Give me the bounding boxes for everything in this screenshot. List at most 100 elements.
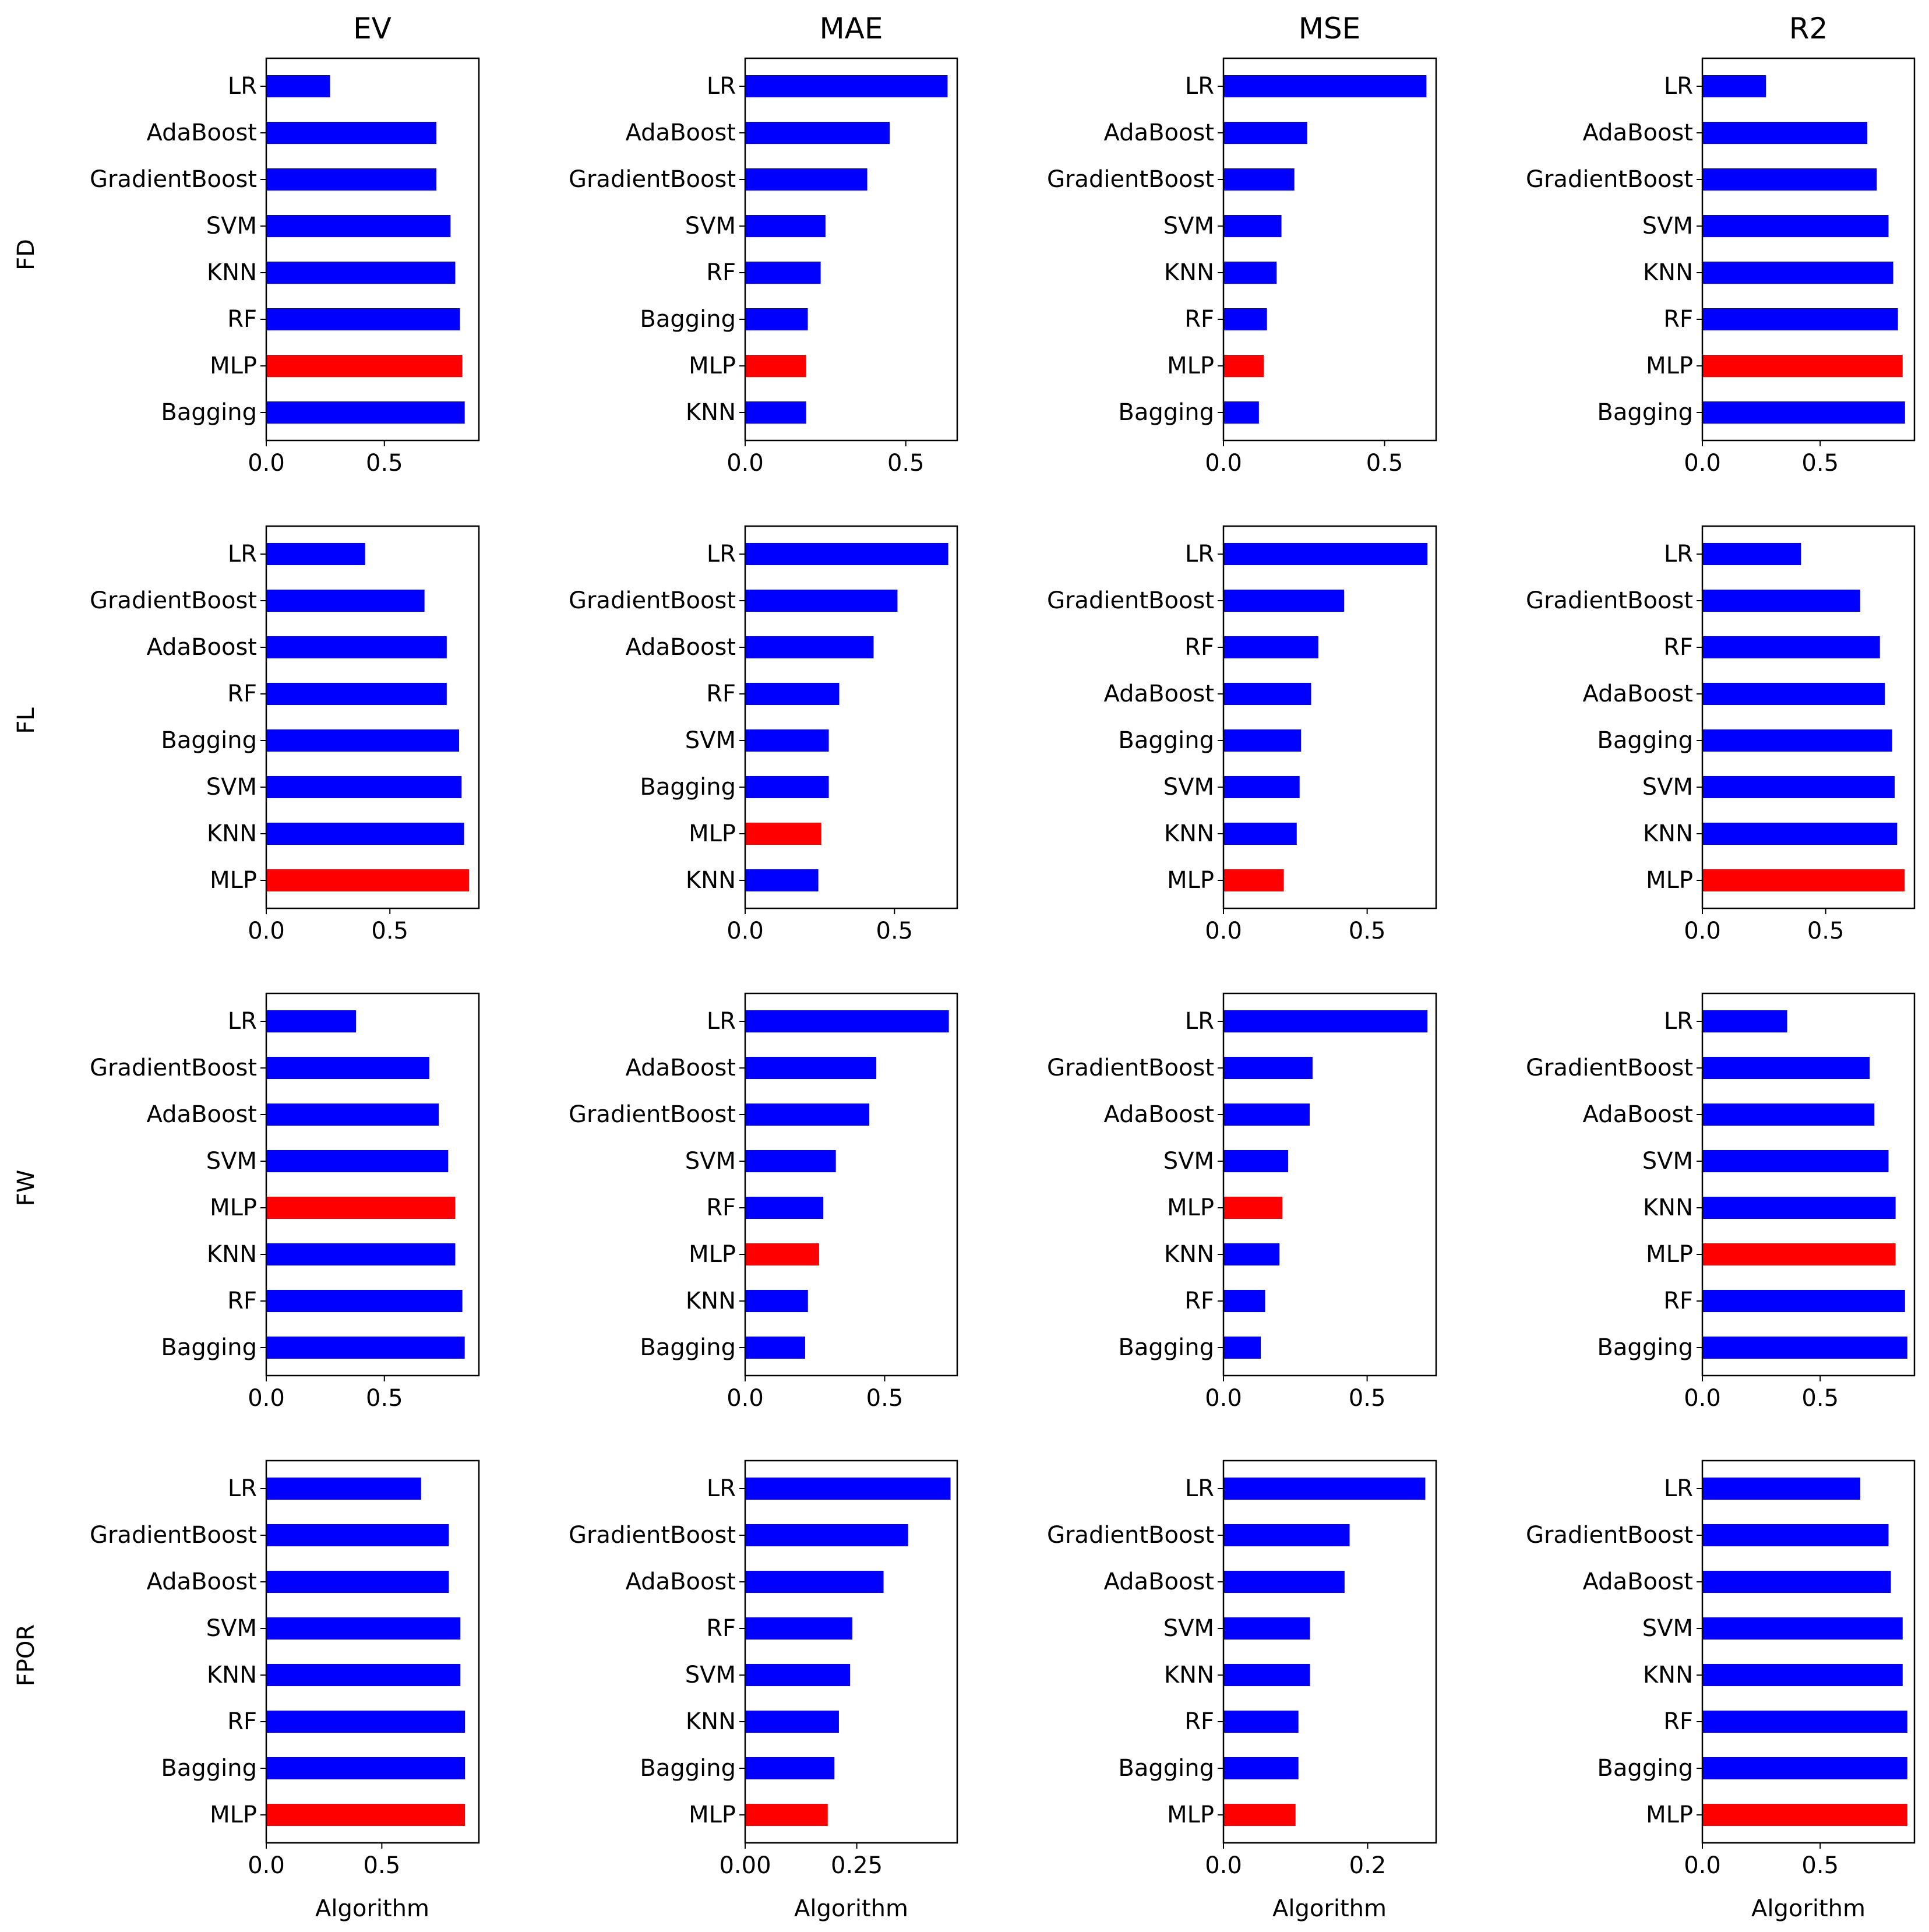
- xtick-label-fd-mae-1: 0.5: [887, 450, 925, 477]
- axes-frame-fd-mae: [744, 57, 958, 442]
- bar-fpor-ev-lr: [266, 1478, 421, 1500]
- ytick-label-fw-mse-mlp: MLP: [1167, 1194, 1214, 1221]
- axes-frame-fd-ev: [265, 57, 480, 442]
- column-title-r2: R2: [1789, 12, 1828, 45]
- ytick-label-fl-mse-lr: LR: [1185, 541, 1214, 567]
- xtick-label-fw-mse-0: 0.0: [1205, 1385, 1242, 1412]
- bar-fl-r2-adaboost: [1702, 683, 1885, 705]
- bar-fd-mae-knn: [745, 401, 806, 424]
- ytick-label-fw-ev-knn: KNN: [207, 1241, 257, 1268]
- xtick-label-fpor-mse-1: 0.2: [1349, 1852, 1387, 1879]
- ytick-label-fl-mae-gradientboost: GradientBoost: [569, 587, 736, 614]
- xtick-label-fw-ev-0: 0.0: [248, 1385, 285, 1412]
- ytick-label-fl-r2-mlp: MLP: [1646, 867, 1693, 894]
- row-label-fw: FW: [13, 1170, 40, 1207]
- bar-fl-mae-bagging: [745, 776, 829, 798]
- xtick-label-fl-r2-1: 0.5: [1807, 918, 1845, 944]
- ytick-label-fpor-mae-svm: SVM: [685, 1662, 736, 1688]
- ytick-label-fl-ev-mlp: MLP: [210, 867, 257, 894]
- ytick-label-fpor-mse-knn: KNN: [1164, 1662, 1214, 1688]
- column-title-mse: MSE: [1299, 12, 1360, 45]
- ytick-label-fw-mse-knn: KNN: [1164, 1241, 1214, 1268]
- bar-fl-r2-mlp: [1702, 869, 1905, 891]
- ytick-label-fl-mse-rf: RF: [1184, 634, 1214, 661]
- xtick-label-fd-r2-1: 0.5: [1801, 450, 1839, 477]
- ytick-label-fd-r2-mlp: MLP: [1646, 352, 1693, 379]
- ytick-label-fw-mse-bagging: Bagging: [1118, 1334, 1214, 1361]
- xtick-label-fl-mse-1: 0.5: [1349, 918, 1386, 944]
- bar-fw-r2-rf: [1702, 1290, 1905, 1312]
- ytick-label-fl-r2-adaboost: AdaBoost: [1583, 681, 1693, 707]
- panel-fpor-r2: LR GradientBoost AdaBoost SVM KNN RF Bagging ML…: [1526, 1459, 1916, 1879]
- ytick-label-fd-mse-rf: RF: [1184, 306, 1214, 333]
- ytick-label-fl-mse-mlp: MLP: [1167, 867, 1214, 894]
- axes-frame-fpor-r2: [1701, 1459, 1916, 1844]
- ytick-label-fd-ev-gradientboost: GradientBoost: [90, 166, 257, 193]
- ytick-label-fl-mae-lr: LR: [707, 541, 736, 567]
- bar-fd-mae-bagging: [745, 308, 808, 330]
- ytick-label-fpor-ev-mlp: MLP: [210, 1801, 257, 1828]
- axes-frame-fl-ev: [265, 525, 480, 909]
- bar-fpor-r2-adaboost: [1702, 1571, 1891, 1593]
- bar-fpor-mse-knn: [1223, 1664, 1310, 1686]
- chart-panels: LR AdaBoost GradientBoost SVM KNN RF MLP Baggin…: [90, 57, 1916, 1879]
- ytick-label-fd-r2-adaboost: AdaBoost: [1583, 119, 1693, 146]
- xtick-label-fw-r2-1: 0.5: [1801, 1385, 1839, 1412]
- ytick-label-fpor-ev-adaboost: AdaBoost: [147, 1568, 257, 1595]
- bar-fd-ev-svm: [266, 215, 451, 237]
- bar-fpor-mae-svm: [745, 1664, 851, 1686]
- axes-frame-fw-r2: [1701, 992, 1916, 1377]
- axes-frame-fd-r2: [1701, 57, 1916, 442]
- bar-fpor-ev-bagging: [266, 1757, 466, 1779]
- bar-fpor-r2-rf: [1702, 1711, 1907, 1733]
- ytick-label-fd-r2-rf: RF: [1663, 306, 1693, 333]
- ytick-label-fpor-mse-gradientboost: GradientBoost: [1047, 1522, 1214, 1549]
- ytick-label-fw-mae-lr: LR: [707, 1008, 736, 1035]
- ytick-label-fd-ev-rf: RF: [227, 306, 257, 333]
- bar-fl-ev-knn: [266, 823, 464, 845]
- ytick-label-fd-mae-gradientboost: GradientBoost: [569, 166, 736, 193]
- bar-fpor-mse-svm: [1223, 1617, 1310, 1640]
- bar-fpor-mae-gradientboost: [745, 1524, 908, 1546]
- xtick-label-fpor-ev-0: 0.0: [248, 1852, 285, 1879]
- bar-fl-mse-gradientboost: [1223, 590, 1345, 612]
- bar-fw-ev-svm: [266, 1150, 449, 1172]
- row-label-fl: FL: [13, 707, 40, 734]
- ytick-label-fl-r2-gradientboost: GradientBoost: [1526, 587, 1693, 614]
- bar-fw-mae-bagging: [745, 1337, 805, 1359]
- ytick-label-fpor-r2-svm: SVM: [1642, 1615, 1693, 1642]
- xtick-label-fpor-r2-0: 0.0: [1684, 1852, 1721, 1879]
- bar-fpor-ev-knn: [266, 1664, 461, 1686]
- bar-fw-r2-svm: [1702, 1150, 1889, 1172]
- axes-frame-fw-mae: [744, 992, 958, 1377]
- bar-fw-r2-lr: [1702, 1010, 1787, 1032]
- xtick-label-fw-r2-0: 0.0: [1684, 1385, 1721, 1412]
- bar-fw-r2-gradientboost: [1702, 1057, 1870, 1079]
- panel-fl-mae: LR GradientBoost AdaBoost RF SVM Bagging MLP KN…: [569, 525, 958, 944]
- ytick-label-fd-mae-rf: RF: [706, 259, 736, 286]
- ytick-label-fl-mse-svm: SVM: [1163, 774, 1214, 801]
- ytick-label-fpor-mae-adaboost: AdaBoost: [626, 1568, 736, 1595]
- bar-fd-mse-svm: [1223, 215, 1282, 237]
- bar-fd-r2-rf: [1702, 308, 1898, 330]
- ytick-label-fd-ev-knn: KNN: [207, 259, 257, 286]
- bar-fpor-mae-lr: [745, 1478, 951, 1500]
- ytick-label-fl-mse-knn: KNN: [1164, 820, 1214, 847]
- ytick-label-fl-r2-bagging: Bagging: [1597, 727, 1693, 754]
- bar-fl-mse-knn: [1223, 823, 1297, 845]
- bar-fl-ev-svm: [266, 776, 462, 798]
- xtick-label-fw-mae-0: 0.0: [727, 1385, 764, 1412]
- axes-frame-fl-mse: [1222, 525, 1437, 909]
- ytick-label-fl-ev-knn: KNN: [207, 820, 257, 847]
- ytick-label-fl-r2-rf: RF: [1663, 634, 1693, 661]
- bar-fl-mse-rf: [1223, 636, 1318, 658]
- ytick-label-fw-mse-rf: RF: [1184, 1288, 1214, 1314]
- ytick-label-fw-r2-mlp: MLP: [1646, 1241, 1693, 1268]
- ytick-label-fd-r2-lr: LR: [1664, 73, 1693, 100]
- ytick-label-fd-mae-knn: KNN: [686, 399, 736, 426]
- bar-fpor-r2-knn: [1702, 1664, 1903, 1686]
- bar-fpor-ev-gradientboost: [266, 1524, 449, 1546]
- axes-frame-fpor-mae: [744, 1459, 958, 1844]
- bar-fd-mae-rf: [745, 262, 821, 284]
